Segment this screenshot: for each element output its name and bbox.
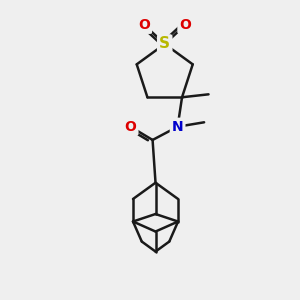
Text: O: O (138, 18, 150, 32)
Text: O: O (179, 18, 191, 32)
Text: O: O (124, 120, 136, 134)
Text: S: S (159, 37, 170, 52)
Text: N: N (172, 120, 183, 134)
